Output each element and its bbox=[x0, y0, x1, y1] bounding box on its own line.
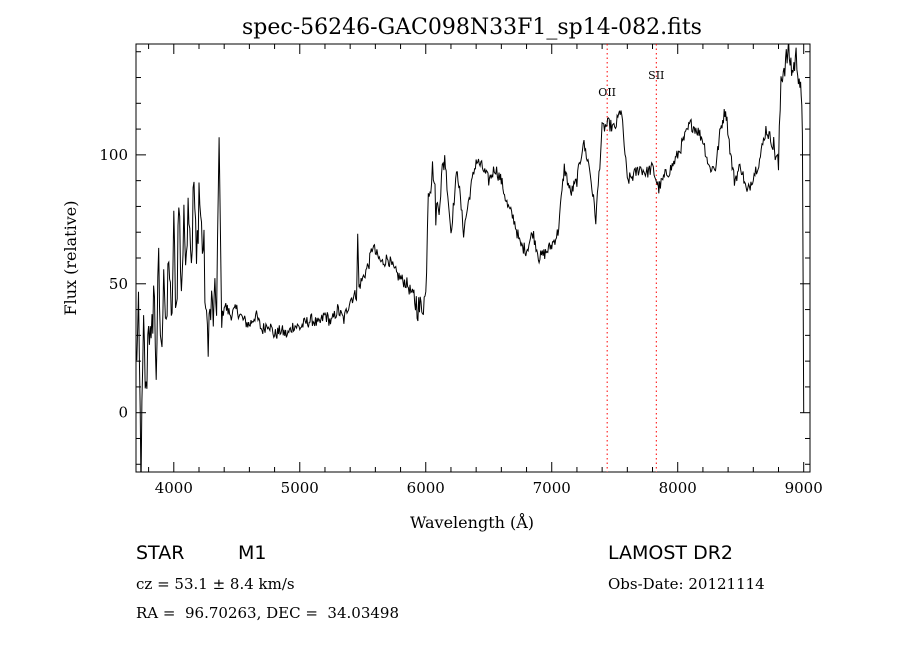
y-tick-label: 0 bbox=[118, 404, 128, 422]
spectrum-line bbox=[136, 44, 805, 472]
plot-frame bbox=[135, 43, 811, 473]
observation-date: Obs-Date: 20121114 bbox=[608, 575, 765, 593]
y-tick-label: 50 bbox=[109, 275, 128, 293]
y-axis-label: Flux (relative) bbox=[61, 201, 80, 316]
object-subclass: M1 bbox=[238, 542, 267, 564]
survey-name: LAMOST DR2 bbox=[608, 542, 733, 564]
coordinates: RA = 96.70263, DEC = 34.03498 bbox=[136, 604, 400, 622]
x-tick-label: 6000 bbox=[407, 479, 445, 497]
object-class: STAR bbox=[136, 542, 185, 564]
x-tick-label: 4000 bbox=[155, 479, 193, 497]
x-tick-label: 7000 bbox=[533, 479, 571, 497]
x-tick-label: 8000 bbox=[659, 479, 697, 497]
x-axis-label: Wavelength (Å) bbox=[410, 512, 534, 532]
x-tick-label: 5000 bbox=[281, 479, 319, 497]
marker-label: SII bbox=[648, 69, 664, 82]
y-tick-label: 100 bbox=[99, 146, 128, 164]
plot-area: 4000 5000 6000 7000 8000 9000 0 50 100 OII SII bbox=[99, 43, 823, 497]
marker-label: OII bbox=[598, 86, 616, 99]
chart-title: spec-56246-GAC098N33F1_sp14-082.fits bbox=[242, 15, 702, 40]
x-tick-label: 9000 bbox=[785, 479, 823, 497]
redshift-velocity: cz = 53.1 ± 8.4 km/s bbox=[136, 575, 295, 593]
